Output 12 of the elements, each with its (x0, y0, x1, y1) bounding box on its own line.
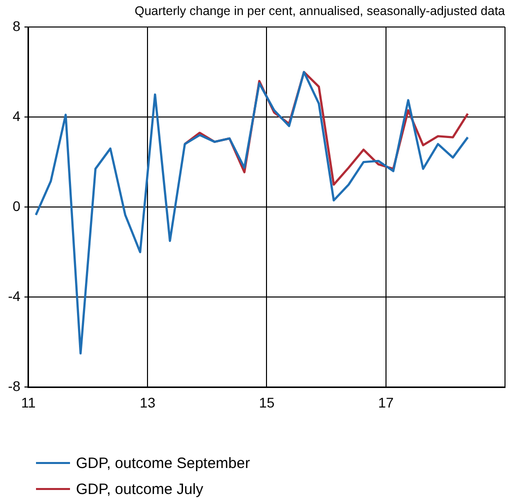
y-tick-label: 0 (12, 198, 21, 214)
x-tick-label: 11 (21, 394, 36, 410)
legend-label: GDP, outcome September (76, 454, 250, 472)
y-tick-label: -8 (8, 378, 21, 394)
chart-subtitle: Quarterly change in per cent, annualised, seasonally-adjusted data (134, 4, 506, 18)
y-tick-label: 4 (12, 108, 21, 124)
x-tick-label: 15 (258, 394, 275, 410)
x-tick-label: 13 (140, 394, 156, 410)
y-tick-label: 8 (12, 18, 21, 34)
legend-label: GDP, outcome July (76, 480, 204, 498)
x-tick-label: 17 (378, 394, 394, 410)
y-tick-label: -4 (8, 288, 21, 304)
